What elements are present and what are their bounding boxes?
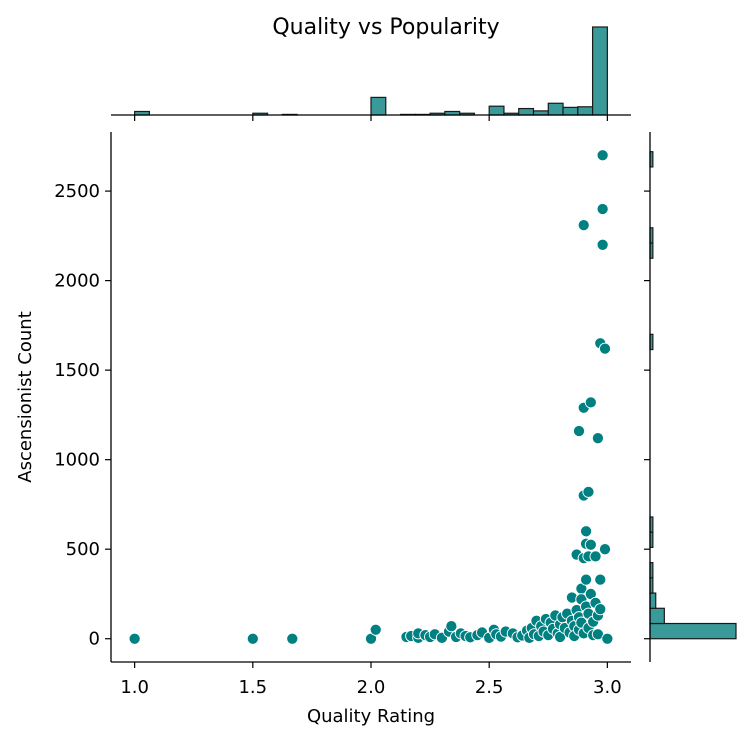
- top-hist-bar: [518, 107, 535, 116]
- x-tick-label: 1.0: [120, 677, 149, 698]
- x-tick-label: 3.0: [593, 677, 622, 698]
- y-axis-label: Ascensionist Count: [15, 311, 36, 482]
- scatter-point: [580, 525, 593, 538]
- y-tick-label: 2500: [54, 181, 100, 202]
- x-axis-label: Quality Rating: [307, 706, 435, 727]
- scatter-point: [286, 632, 299, 645]
- top-hist-bar: [488, 105, 505, 116]
- x-tick-label: 1.5: [238, 677, 267, 698]
- scatter-point: [596, 202, 609, 216]
- x-tick-label: 2.0: [357, 677, 386, 698]
- scatter-point: [591, 432, 604, 445]
- y-tick-label: 500: [66, 539, 100, 560]
- scatter-point: [246, 632, 259, 645]
- right-hist-bar: [649, 607, 665, 625]
- top-marginal-histogram: [111, 26, 631, 116]
- top-hist-bar: [577, 106, 594, 116]
- scatter-point: [584, 396, 597, 409]
- scatter-point: [572, 424, 586, 438]
- scatter-point: [596, 149, 609, 162]
- top-hist-bar: [370, 96, 387, 116]
- scatter-points: [128, 149, 614, 645]
- scatter-point: [580, 573, 593, 586]
- y-tick-label: 0: [89, 629, 100, 650]
- right-hist-bar: [649, 622, 737, 640]
- scatter-point: [128, 632, 141, 645]
- right-marginal-histogram: [649, 132, 737, 662]
- scatter-point: [584, 538, 597, 551]
- scatter-point: [601, 632, 614, 645]
- x-tick-label: 2.5: [475, 677, 504, 698]
- scatter-point: [577, 219, 590, 232]
- scatter-point: [369, 623, 382, 636]
- chart-title: Quality vs Popularity: [272, 15, 499, 40]
- scatter-point: [594, 603, 607, 616]
- top-hist-bar: [547, 102, 564, 116]
- scatter-point: [582, 485, 595, 498]
- scatter-point: [589, 550, 602, 563]
- right-hist-bar: [649, 592, 657, 609]
- top-hist-bar: [562, 106, 579, 116]
- scatter-point: [445, 620, 458, 633]
- scatter-point: [596, 238, 609, 251]
- y-tick-label: 1000: [54, 450, 100, 471]
- scatter-point: [598, 543, 612, 556]
- scatter-point: [594, 573, 607, 586]
- y-tick-label: 2000: [54, 271, 100, 292]
- scatter-point: [598, 342, 612, 355]
- axes: 1.0 1.5 2.0 2.5 3.0 0 500 1000 1500 2000 2500: [54, 115, 650, 698]
- top-hist-bar: [591, 26, 608, 116]
- y-tick-label: 1500: [54, 360, 100, 381]
